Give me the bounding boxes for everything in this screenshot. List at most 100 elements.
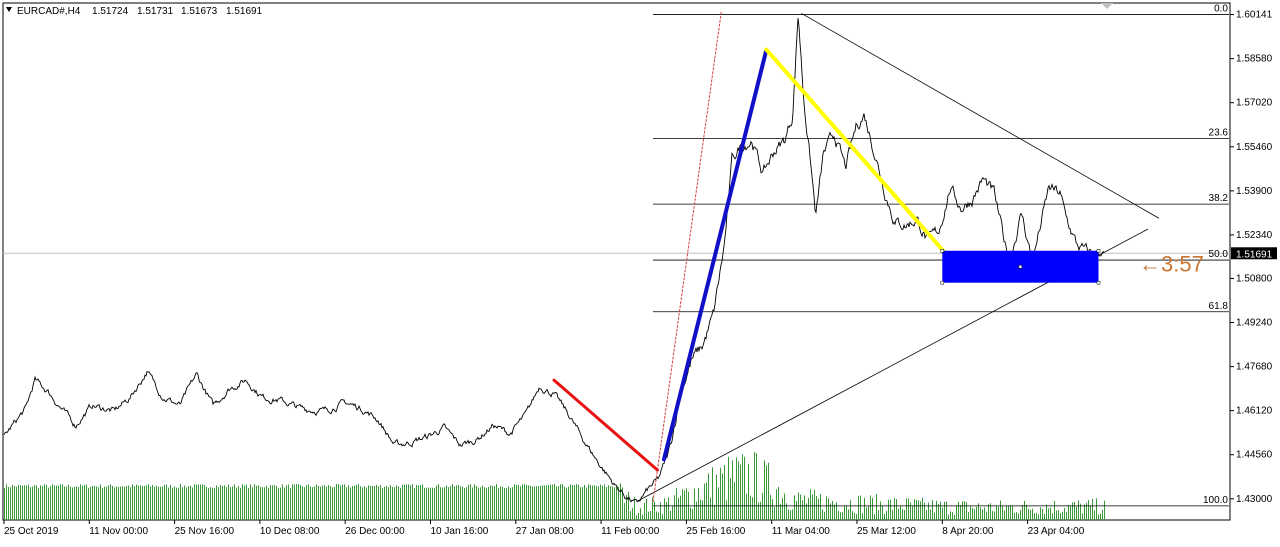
triangle-upper-line[interactable] <box>801 13 1160 219</box>
volume-bar <box>386 485 387 520</box>
volume-bar <box>786 503 787 520</box>
volume-bar <box>722 473 723 520</box>
volume-bar <box>520 486 521 520</box>
blue-trend-line[interactable] <box>662 48 769 462</box>
drawing-lines[interactable] <box>552 11 947 503</box>
volume-bar <box>1026 504 1027 520</box>
volume-bar <box>72 487 73 520</box>
volume-bar <box>586 487 587 520</box>
volume-bar <box>628 491 629 520</box>
volume-bar <box>480 487 481 520</box>
volume-bar <box>184 485 185 520</box>
volume-bar <box>42 486 43 520</box>
volume-bar <box>840 512 841 520</box>
volume-bar <box>108 485 109 520</box>
chart-shift-icon[interactable] <box>1101 3 1113 9</box>
volume-bar <box>762 492 763 520</box>
volume-bar <box>502 486 503 520</box>
volume-bar <box>1080 503 1081 520</box>
zone-handle[interactable] <box>1096 280 1101 285</box>
volume-bar <box>608 485 609 520</box>
time-tick-label: 27 Jan 08:00 <box>516 526 574 537</box>
volume-bar <box>1022 504 1023 520</box>
volume-bar <box>456 485 457 520</box>
volume-bar <box>1070 505 1071 520</box>
volume-bar <box>830 503 831 520</box>
volume-bar <box>168 487 169 520</box>
volume-bar <box>804 495 805 520</box>
yellow-trend-line[interactable] <box>764 47 947 255</box>
volume-bar <box>82 485 83 520</box>
zone-handle[interactable] <box>1018 264 1023 269</box>
zone-handle[interactable] <box>1096 249 1101 253</box>
volume-bar <box>230 487 231 520</box>
volume-bar <box>398 486 399 520</box>
volume-bar <box>852 511 853 520</box>
volume-bar <box>544 485 545 520</box>
zone-handle[interactable] <box>940 280 945 285</box>
volume-bar <box>580 487 581 520</box>
volume-bar <box>228 484 229 520</box>
volume-bar <box>958 501 959 520</box>
volume-bar <box>820 494 821 520</box>
volume-bar <box>906 498 907 520</box>
volume-bar <box>550 484 551 520</box>
volume-bar <box>718 487 719 520</box>
volume-bar <box>664 498 665 520</box>
volume-bar <box>208 488 209 520</box>
volume-bar <box>96 486 97 520</box>
volume-bar <box>500 486 501 520</box>
volume-bar <box>766 465 767 520</box>
volume-bar <box>708 473 709 520</box>
volume-bar <box>624 502 625 520</box>
volume-bar <box>196 484 197 520</box>
volume-bar <box>144 486 145 520</box>
header-dropdown-icon[interactable] <box>6 7 12 12</box>
volume-bar <box>442 487 443 520</box>
volume-bar <box>658 512 659 520</box>
volume-bar <box>476 486 477 520</box>
volume-bar <box>164 484 165 520</box>
price-tick-label: 1.53900 <box>1236 186 1273 197</box>
volume-bar <box>578 484 579 520</box>
zone-handle[interactable] <box>940 249 945 253</box>
volume-bar <box>738 461 739 520</box>
volume-bar <box>408 484 409 520</box>
volume-bar <box>110 484 111 520</box>
volume-bar <box>600 484 601 520</box>
volume-bar <box>116 486 117 520</box>
volume-bar <box>438 484 439 520</box>
volume-bar <box>44 484 45 520</box>
volume-bar <box>60 484 61 520</box>
volume-bar <box>192 487 193 520</box>
volume-bar <box>124 486 125 520</box>
dotted-trend-line[interactable] <box>652 11 722 503</box>
volume-bar <box>262 487 263 520</box>
volume-bar <box>896 499 897 520</box>
red-trend-line[interactable] <box>552 378 659 472</box>
volume-bar <box>146 485 147 520</box>
fibonacci-levels[interactable]: 0.0 23.6 38.2 50.0 61.8 100.0 <box>653 4 1229 507</box>
volume-bar <box>198 484 199 520</box>
volume-bar <box>1052 513 1053 520</box>
volume-bar <box>976 506 977 520</box>
volume-bar <box>194 484 195 520</box>
volume-bar <box>126 485 127 520</box>
fib-level-label: 100.0 <box>1203 495 1228 506</box>
volume-bar <box>986 511 987 520</box>
annotation-group[interactable]: ←3:57 <box>1139 251 1204 276</box>
volume-bar <box>778 486 779 520</box>
countdown-annotation[interactable]: ←3:57 <box>1139 251 1204 276</box>
volume-bar <box>1092 498 1093 520</box>
volume-bar <box>566 487 567 520</box>
volume-bar <box>646 498 647 520</box>
volume-bar <box>294 484 295 520</box>
support-zone[interactable] <box>940 249 1101 285</box>
volume-bar <box>918 500 919 520</box>
volume-bar <box>602 485 603 520</box>
volume-bar <box>382 488 383 520</box>
volume-bar <box>104 486 105 520</box>
volume-bar <box>488 486 489 520</box>
